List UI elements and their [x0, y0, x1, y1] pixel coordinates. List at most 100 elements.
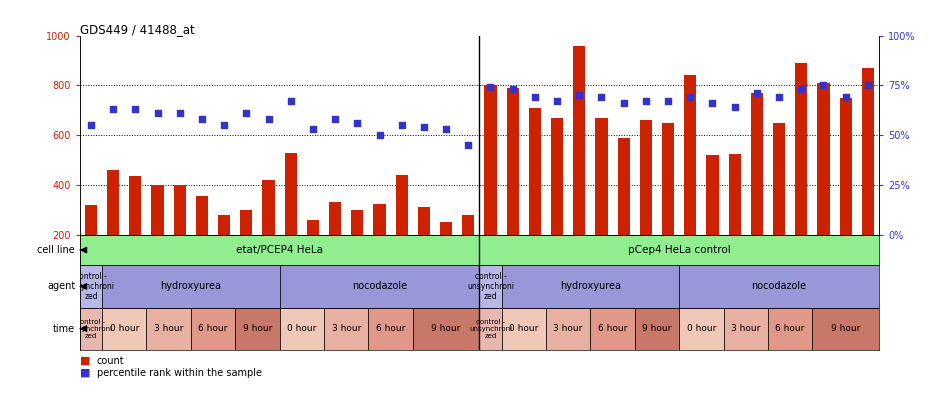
Point — [261, 116, 276, 122]
Text: GDS449 / 41488_at: GDS449 / 41488_at — [80, 23, 195, 36]
Text: 3 hour: 3 hour — [332, 324, 361, 333]
Bar — [684, 76, 697, 285]
Text: control -
unsynchroni
zed: control - unsynchroni zed — [467, 272, 514, 301]
Bar — [147, 308, 191, 350]
Bar — [640, 120, 652, 285]
Text: 0 hour: 0 hour — [686, 324, 716, 333]
Bar — [484, 86, 496, 285]
Text: 6 hour: 6 hour — [776, 324, 805, 333]
Bar — [417, 208, 430, 285]
Text: hydroxyurea: hydroxyurea — [161, 282, 222, 291]
Text: 3 hour: 3 hour — [154, 324, 183, 333]
Bar — [280, 265, 479, 308]
Point — [306, 126, 321, 132]
Point — [150, 110, 165, 116]
Bar — [102, 265, 280, 308]
Bar — [462, 215, 475, 285]
Point — [195, 116, 210, 122]
Text: pCep4 HeLa control: pCep4 HeLa control — [628, 245, 730, 255]
Bar — [85, 205, 97, 285]
Bar — [80, 308, 102, 350]
Point — [172, 110, 187, 116]
Point — [105, 106, 120, 112]
Bar — [618, 138, 630, 285]
Bar — [151, 185, 164, 285]
Text: 3 hour: 3 hour — [731, 324, 760, 333]
Point — [527, 94, 542, 101]
Text: 6 hour: 6 hour — [198, 324, 227, 333]
Point — [616, 100, 631, 107]
Bar — [662, 123, 674, 285]
Bar — [324, 308, 368, 350]
Point — [638, 98, 653, 105]
Bar — [817, 83, 829, 285]
Text: 0 hour: 0 hour — [110, 324, 139, 333]
Text: ■: ■ — [80, 368, 90, 378]
Bar — [728, 154, 741, 285]
Bar — [573, 46, 586, 285]
Bar — [396, 175, 408, 285]
Point — [439, 126, 454, 132]
Bar — [724, 308, 768, 350]
Bar — [839, 98, 852, 285]
Text: ■: ■ — [80, 356, 90, 366]
Bar — [241, 210, 253, 285]
Point — [594, 94, 609, 101]
Point — [350, 120, 365, 126]
Bar — [130, 176, 142, 285]
Text: count: count — [97, 356, 124, 366]
Bar — [551, 118, 563, 285]
Point — [572, 92, 587, 99]
Bar — [595, 118, 607, 285]
Text: etat/PCEP4 HeLa: etat/PCEP4 HeLa — [236, 245, 323, 255]
Text: 9 hour: 9 hour — [431, 324, 461, 333]
Point — [661, 98, 676, 105]
Bar — [196, 196, 208, 285]
Bar — [862, 68, 874, 285]
Bar — [285, 152, 297, 285]
Point — [772, 94, 787, 101]
Text: 9 hour: 9 hour — [243, 324, 273, 333]
Point — [728, 104, 743, 110]
Text: percentile rank within the sample: percentile rank within the sample — [97, 368, 262, 378]
Bar — [507, 88, 519, 285]
Point — [461, 142, 476, 148]
Bar — [262, 180, 274, 285]
Bar — [80, 265, 102, 308]
Text: 9 hour: 9 hour — [642, 324, 672, 333]
Bar — [479, 235, 879, 265]
Bar — [107, 170, 119, 285]
Point — [483, 84, 498, 91]
Bar — [773, 123, 785, 285]
Point — [239, 110, 254, 116]
Bar — [706, 155, 718, 285]
Bar — [174, 185, 186, 285]
Bar — [191, 308, 235, 350]
Text: nocodazole: nocodazole — [751, 282, 807, 291]
Bar — [502, 265, 680, 308]
Point — [394, 122, 409, 128]
Text: time: time — [53, 324, 75, 333]
Text: 6 hour: 6 hour — [376, 324, 405, 333]
Bar — [102, 308, 147, 350]
Bar — [80, 235, 479, 265]
Bar — [235, 308, 280, 350]
Bar — [590, 308, 635, 350]
Bar — [680, 308, 724, 350]
Text: hydroxyurea: hydroxyurea — [560, 282, 621, 291]
Text: 0 hour: 0 hour — [509, 324, 539, 333]
Bar — [546, 308, 590, 350]
Bar — [368, 308, 413, 350]
Bar — [812, 308, 879, 350]
Point — [216, 122, 231, 128]
Point — [505, 86, 520, 93]
Point — [328, 116, 343, 122]
Bar — [634, 308, 680, 350]
Text: 3 hour: 3 hour — [554, 324, 583, 333]
Point — [682, 94, 697, 101]
Text: control -
unsynchroni
zed: control - unsynchroni zed — [469, 319, 512, 339]
Bar — [280, 308, 324, 350]
Text: 0 hour: 0 hour — [287, 324, 317, 333]
Text: 9 hour: 9 hour — [831, 324, 860, 333]
Point — [84, 122, 99, 128]
